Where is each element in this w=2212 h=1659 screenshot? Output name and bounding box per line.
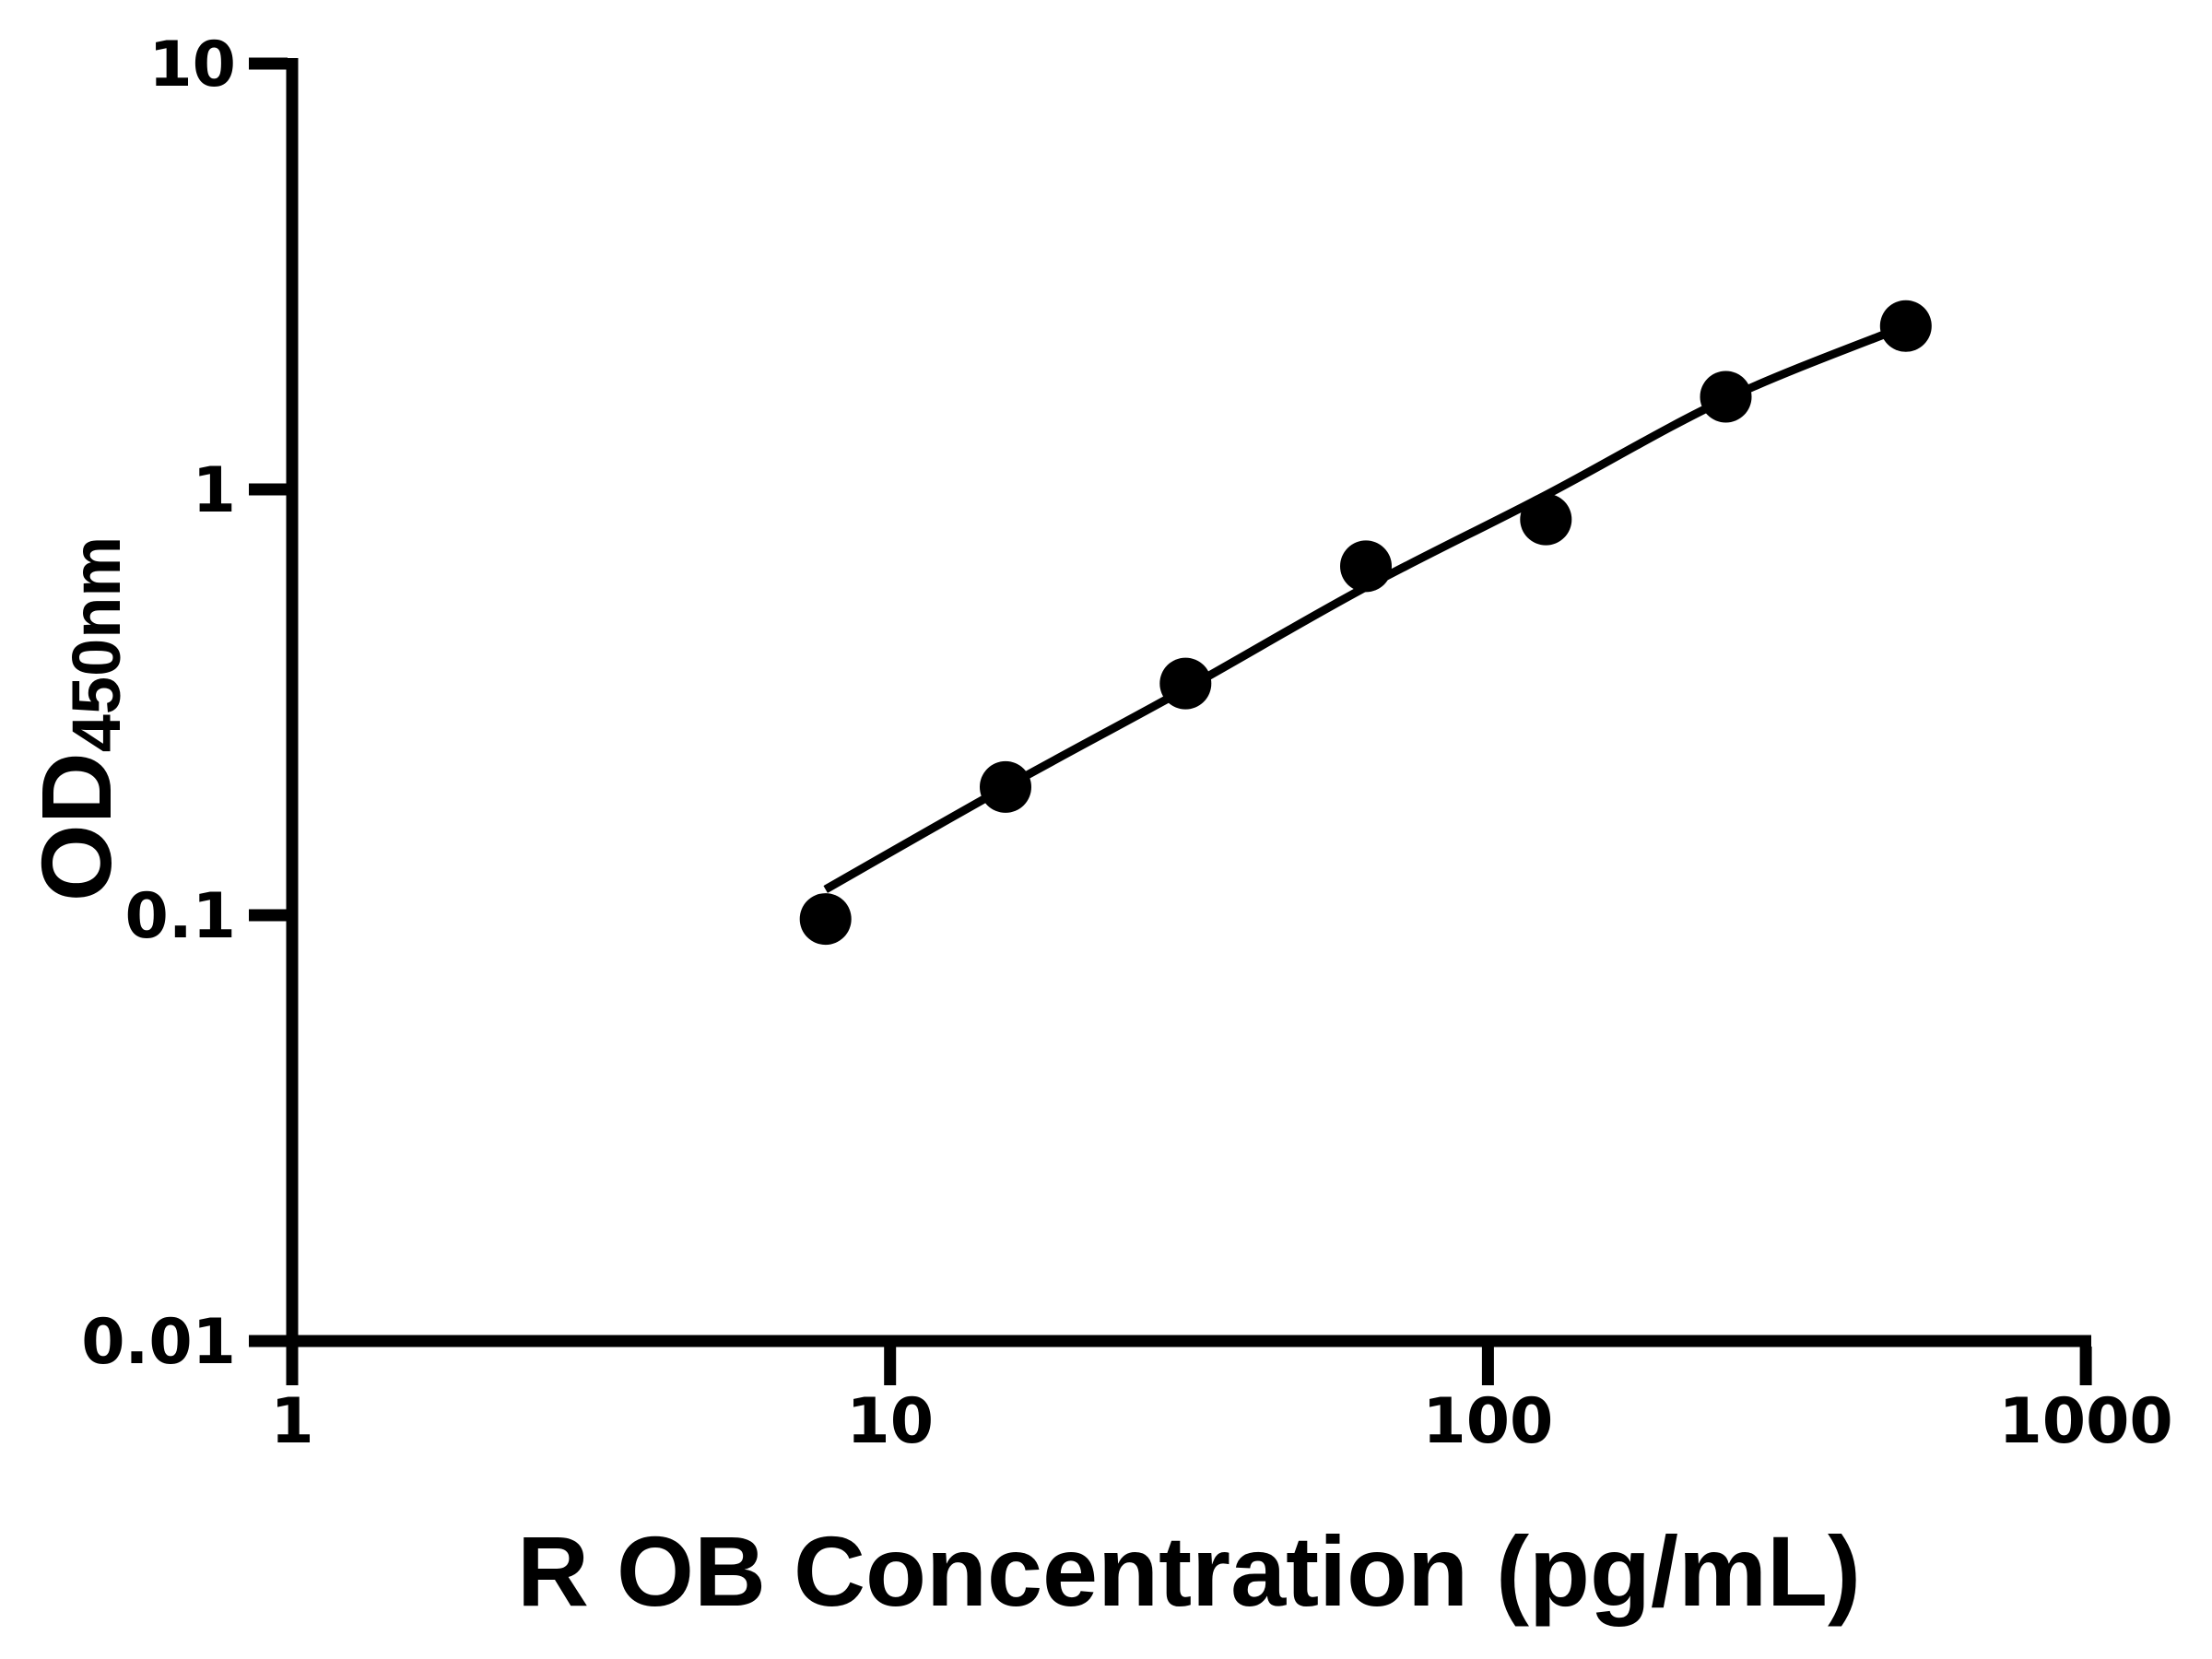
data-point [1520,493,1572,546]
x-tick-label: 10 [846,1385,934,1458]
y-axis-title-subscript: 450nm [58,536,135,752]
y-tick-label: 10 [148,29,236,101]
data-point [799,893,852,946]
x-axis-ticks: 1 10 100 1000 [270,1347,2173,1458]
x-tick-label: 1000 [1998,1385,2172,1458]
x-tick-label: 100 [1422,1385,1553,1458]
data-points-layer [799,300,1932,946]
y-axis-ticks: 0.01 0.1 1 10 [81,29,288,1379]
data-point [980,760,1031,813]
data-point [1340,540,1392,593]
data-point [1159,657,1212,710]
y-axis-title: OD450nm [20,536,135,901]
x-tick-label: 1 [270,1385,313,1458]
y-axis-title-main: OD [20,752,132,901]
y-tick-label: 0.01 [81,1306,236,1379]
data-point [1700,371,1752,423]
y-tick-label: 1 [193,454,236,527]
y-tick-label: 0.1 [125,880,236,953]
data-point [1879,300,1932,352]
x-axis-title: R OB Concentration (pg/mL) [517,1515,1861,1627]
